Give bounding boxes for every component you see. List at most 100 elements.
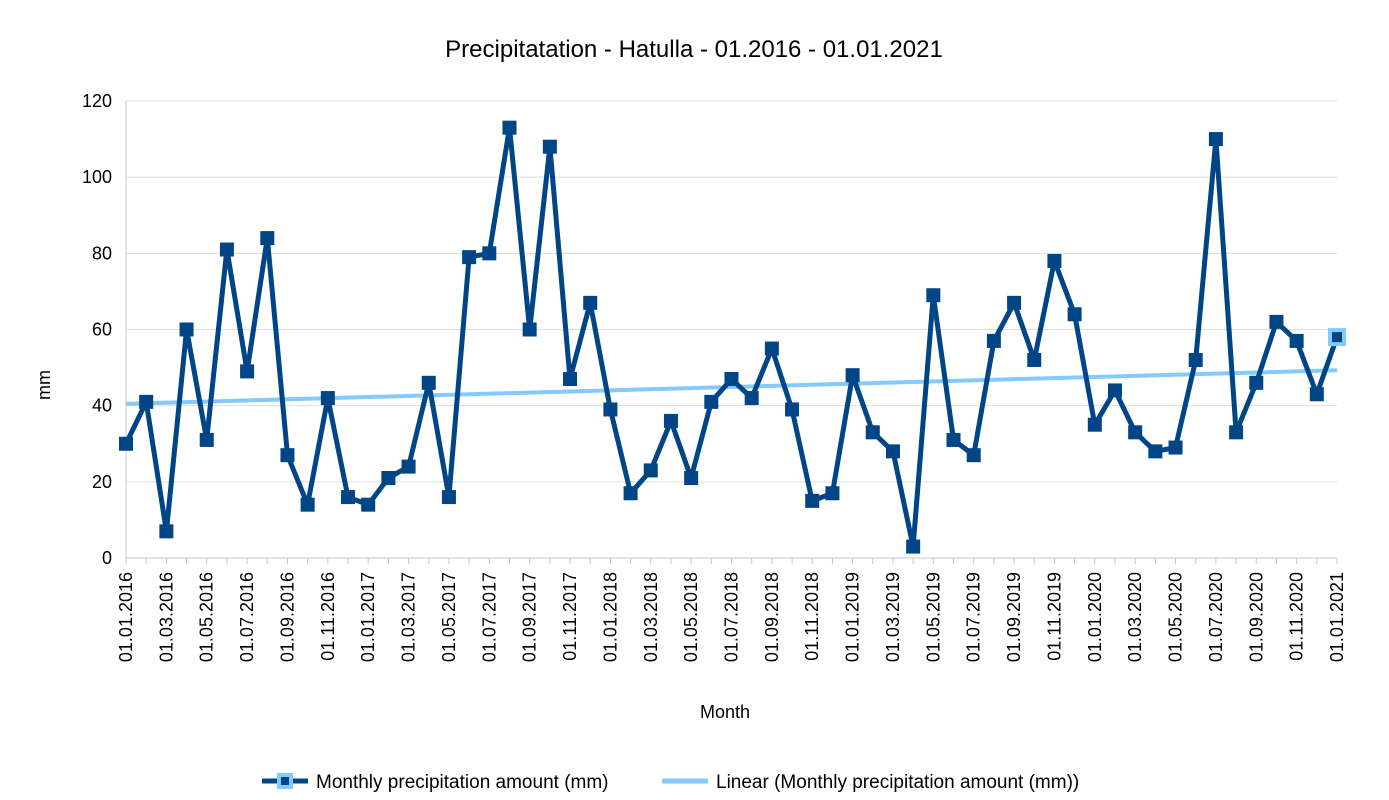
x-tick-label: 01.01.2020 (1085, 572, 1105, 662)
data-point (663, 413, 678, 428)
data-point (462, 250, 477, 265)
legend: Monthly precipitation amount (mm) Linear… (262, 772, 1079, 793)
x-tick-label: 01.01.2021 (1327, 572, 1347, 662)
x-tick-label: 01.07.2018 (722, 572, 742, 662)
data-point (320, 391, 335, 406)
data-point (199, 432, 214, 447)
data-point (1309, 387, 1324, 402)
data-point (1087, 417, 1102, 432)
data-point (300, 497, 315, 512)
x-tick-label: 01.05.2017 (439, 572, 459, 662)
x-tick-label: 01.03.2019 (883, 572, 903, 662)
data-point (421, 375, 436, 390)
data-point (280, 448, 295, 463)
x-tick-label: 01.03.2016 (156, 572, 176, 662)
data-point (845, 368, 860, 383)
x-tick-label: 01.07.2019 (964, 572, 984, 662)
data-point (1249, 375, 1264, 390)
data-point (1067, 307, 1082, 322)
data-point (744, 391, 759, 406)
data-point (1269, 314, 1284, 329)
data-point (724, 372, 739, 387)
data-point (966, 448, 981, 463)
legend-label-linear: Linear (Monthly precipitation amount (mm… (716, 772, 1079, 793)
y-tick-label: 40 (92, 396, 112, 416)
data-point (159, 524, 174, 539)
data-point (441, 490, 456, 505)
data-point (1188, 352, 1203, 367)
x-tick-labels: 01.01.2016 01.03.2016 01.05.2016 01.07.2016… (116, 572, 1347, 662)
y-tick-label: 20 (92, 472, 112, 492)
data-point (381, 471, 396, 486)
x-tick-label: 01.05.2016 (197, 572, 217, 662)
series-line-monthly (123, 125, 1340, 550)
x-tick-label: 01.11.2017 (560, 572, 580, 661)
x-tick-label: 01.11.2016 (318, 572, 338, 661)
data-point (906, 539, 921, 554)
series-monthly-precipitation (119, 120, 1346, 554)
data-point (401, 459, 416, 474)
data-point (583, 295, 598, 310)
x-tick-label: 01.05.2019 (923, 572, 943, 662)
data-point (563, 372, 578, 387)
x-tick-label: 01.11.2020 (1287, 572, 1307, 661)
data-point (522, 322, 537, 337)
x-tick-label: 01.01.2017 (358, 572, 378, 662)
y-tick-label: 60 (92, 320, 112, 340)
legend-item-monthly-precipitation: Monthly precipitation amount (mm) (262, 772, 609, 793)
data-point (1148, 444, 1163, 459)
axes (125, 101, 1338, 564)
y-tick-label: 80 (92, 243, 112, 263)
data-point (179, 322, 194, 337)
data-point (865, 425, 880, 440)
data-point (926, 288, 941, 303)
data-point (1229, 425, 1244, 440)
x-tick-label: 01.03.2018 (641, 572, 661, 662)
x-tick-label: 01.03.2017 (399, 572, 419, 662)
x-tick-label: 01.11.2019 (1044, 572, 1064, 661)
data-point (986, 333, 1001, 348)
data-point (764, 341, 779, 356)
data-point (603, 402, 618, 417)
data-point (1332, 332, 1342, 343)
data-point (1208, 132, 1223, 147)
x-tick-label: 01.07.2020 (1206, 572, 1226, 662)
x-tick-label: 01.01.2018 (600, 572, 620, 662)
y-tick-label: 120 (82, 91, 112, 111)
x-tick-label: 01.09.2017 (520, 572, 540, 662)
y-tick-labels: 0 20 40 60 80 100 120 (82, 91, 112, 568)
data-point (885, 444, 900, 459)
y-tick-label: 0 (102, 548, 112, 568)
data-point (805, 493, 820, 508)
data-point (240, 364, 255, 379)
data-point (785, 402, 800, 417)
gridlines (126, 100, 1337, 483)
legend-item-linear-trend: Linear (Monthly precipitation amount (mm… (662, 772, 1079, 793)
data-point (502, 120, 517, 135)
x-tick-label: 01.01.2019 (843, 572, 863, 662)
data-point (1047, 253, 1062, 268)
data-point (361, 497, 376, 512)
data-point (119, 436, 133, 451)
x-tick-label: 01.03.2020 (1125, 572, 1145, 662)
y-tick-label: 100 (82, 167, 112, 187)
data-point (1007, 295, 1022, 310)
chart-title: Precipitatation - Hatulla - 01.2016 - 01… (445, 36, 943, 63)
x-tick-label: 01.11.2018 (802, 572, 822, 661)
data-point (219, 242, 234, 257)
data-point (1107, 383, 1122, 398)
legend-label-monthly: Monthly precipitation amount (mm) (316, 772, 609, 793)
data-point (623, 486, 638, 501)
data-point (704, 394, 719, 409)
x-tick-label: 01.09.2016 (277, 572, 297, 662)
x-tick-label: 01.09.2020 (1246, 572, 1266, 662)
data-point (341, 490, 356, 505)
y-axis-label: mm (34, 370, 54, 400)
data-point (825, 486, 840, 501)
data-point (946, 432, 961, 447)
x-tick-label: 01.05.2020 (1166, 572, 1186, 662)
x-tick-label: 01.07.2017 (479, 572, 499, 662)
x-tick-label: 01.09.2018 (762, 572, 782, 662)
data-point (1027, 352, 1042, 367)
